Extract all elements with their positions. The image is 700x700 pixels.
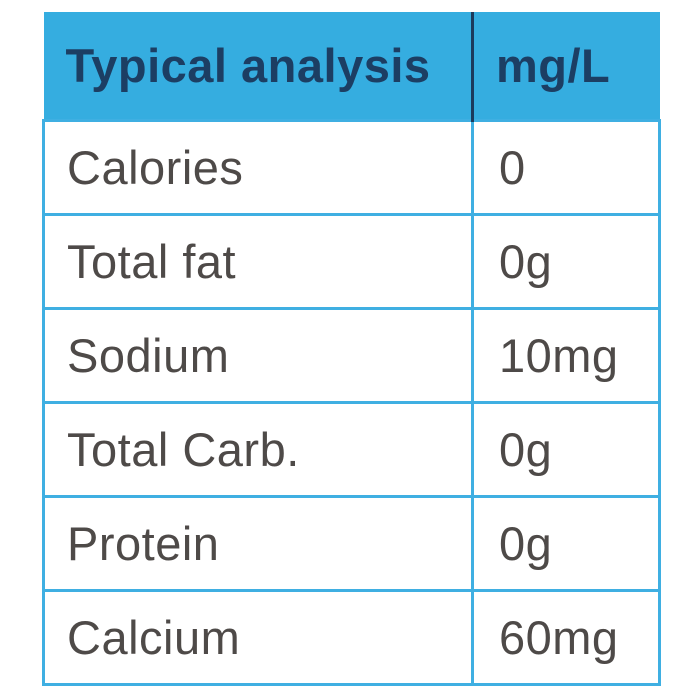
- table-row: Sodium 10mg: [42, 306, 661, 404]
- row-label: Sodium: [42, 306, 474, 404]
- row-value: 0g: [471, 212, 661, 310]
- header-value-cell: mg/L: [472, 12, 660, 120]
- table-row: Calories 0: [42, 118, 661, 216]
- header-row: Typical analysis mg/L: [43, 12, 660, 120]
- typical-analysis-table-container: Typical analysis mg/L Calories 0 Total f…: [42, 12, 661, 686]
- table-row: Protein 0g: [42, 494, 661, 592]
- table-row: Total Carb. 0g: [42, 400, 661, 498]
- row-label: Protein: [42, 494, 474, 592]
- row-label: Calcium: [42, 588, 474, 686]
- row-value: 0: [471, 118, 661, 216]
- table-row: Calcium 60mg: [42, 588, 661, 686]
- typical-analysis-table: Typical analysis mg/L Calories 0 Total f…: [42, 12, 661, 686]
- row-label: Calories: [42, 118, 474, 216]
- table-row: Total fat 0g: [42, 212, 661, 310]
- row-value: 10mg: [471, 306, 661, 404]
- row-value: 0g: [471, 494, 661, 592]
- row-value: 0g: [471, 400, 661, 498]
- row-label: Total Carb.: [42, 400, 474, 498]
- row-value: 60mg: [471, 588, 661, 686]
- header-label-cell: Typical analysis: [43, 12, 474, 120]
- row-label: Total fat: [42, 212, 474, 310]
